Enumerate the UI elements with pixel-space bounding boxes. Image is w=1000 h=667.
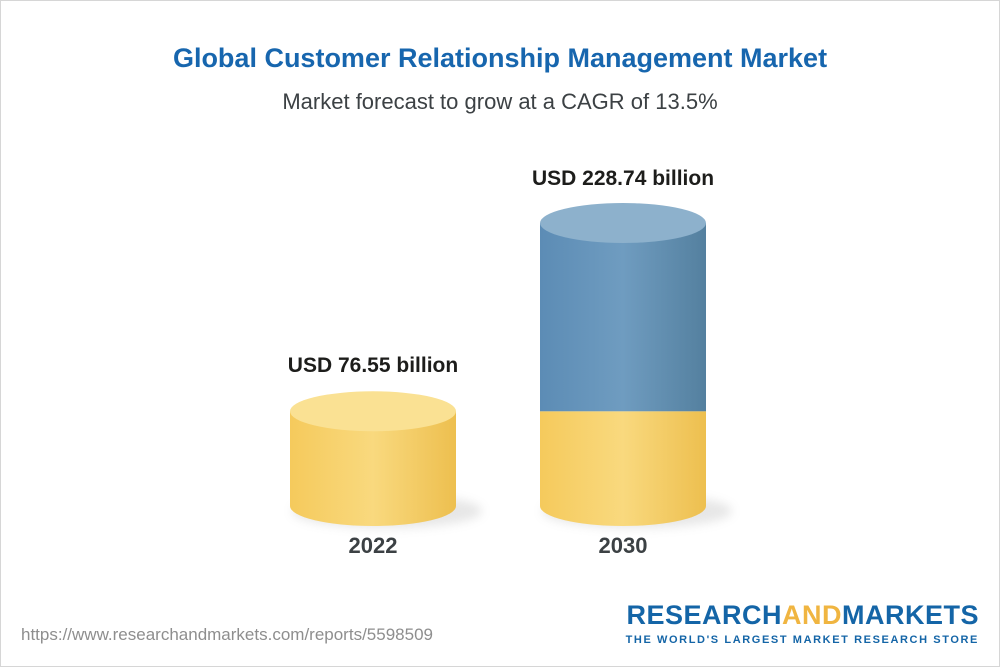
logo-and: AND	[782, 600, 842, 630]
brand-tagline: THE WORLD'S LARGEST MARKET RESEARCH STOR…	[625, 634, 979, 646]
cylinder-2022-body	[290, 411, 456, 526]
source-url: https://www.researchandmarkets.com/repor…	[21, 625, 433, 644]
cylinder-2030-top	[540, 203, 706, 243]
cylinder-2030-base-segment	[540, 411, 706, 526]
cylinder-2030-body	[540, 223, 706, 412]
logo-markets: MARKETS	[842, 600, 979, 630]
value-label-2030: USD 228.74 billion	[531, 167, 715, 190]
brand-logo: RESEARCHANDMARKETS THE WORLD'S LARGEST M…	[626, 600, 979, 646]
bars-group	[290, 203, 732, 528]
x-tick-2030: 2030	[598, 533, 648, 558]
cylinder-2022-top	[290, 391, 456, 432]
chart-subtitle: Market forecast to grow at a CAGR of 13.…	[282, 89, 718, 114]
x-tick-2022: 2022	[348, 533, 398, 558]
logo-research: RESEARCH	[626, 600, 782, 630]
value-label-2022: USD 76.55 billion	[287, 354, 459, 377]
chart-title: Global Customer Relationship Management …	[172, 43, 828, 73]
brand-logo-wordmark: RESEARCHANDMARKETS	[626, 600, 979, 631]
